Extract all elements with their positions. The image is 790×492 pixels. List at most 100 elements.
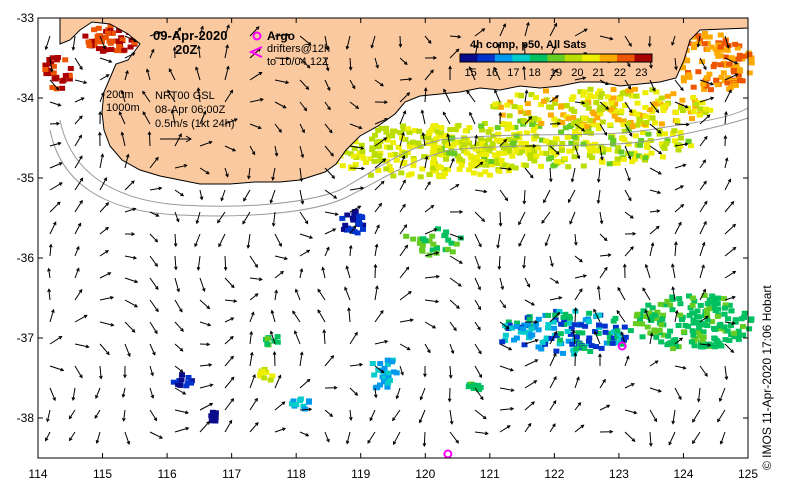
current-vector-head (475, 43, 479, 48)
current-vector (674, 123, 689, 126)
sst-pixel (579, 123, 586, 129)
sst-pixel (360, 226, 366, 232)
current-vector-head (142, 90, 146, 95)
current-vector-head (58, 336, 63, 340)
sst-pixel (565, 338, 572, 344)
colorbar-swatch (582, 54, 601, 62)
current-vector (99, 250, 109, 257)
sst-pixel (689, 116, 695, 122)
current-vector-head (726, 44, 730, 49)
sst-pixel (528, 117, 535, 123)
current-vector-head (498, 222, 503, 227)
current-vector-head (570, 178, 575, 183)
sst-pixel (506, 322, 513, 328)
sst-pixel (670, 130, 677, 136)
sst-pixel (535, 344, 542, 350)
current-vector-head (728, 89, 732, 94)
sst-pixel (693, 314, 700, 319)
current-vector (124, 299, 138, 308)
current-vector-head (79, 374, 83, 379)
current-vector-head (168, 68, 173, 73)
current-vector-head (78, 115, 83, 120)
sst-pixel (653, 89, 660, 95)
current-vector-head (685, 122, 690, 127)
sst-pixel (354, 230, 361, 236)
current-vector-head (548, 178, 553, 183)
current-vector (99, 177, 107, 191)
current-vector (218, 233, 226, 247)
sst-pixel (595, 122, 602, 128)
sst-pixel (46, 59, 53, 65)
sst-pixel (383, 166, 390, 172)
current-vector (474, 135, 477, 147)
current-vector-head (375, 285, 379, 290)
current-vector-head (605, 81, 609, 85)
current-vector (599, 145, 603, 160)
sst-pixel (644, 145, 651, 150)
current-vector (541, 211, 551, 224)
current-vector (346, 431, 351, 444)
sst-pixel (621, 128, 628, 134)
current-vector-head (255, 26, 260, 30)
sst-pixel (721, 311, 728, 317)
current-vector (574, 123, 585, 132)
current-vector-head (100, 153, 105, 158)
current-vector (597, 189, 601, 204)
sst-pixel (679, 317, 685, 323)
sst-pixel (543, 150, 550, 156)
current-vector-head (707, 342, 712, 347)
sst-pixel (675, 147, 682, 153)
sst-pixel (680, 75, 687, 81)
sst-pixel (559, 141, 566, 146)
sst-pixel (351, 212, 358, 218)
current-vector-head (456, 305, 460, 310)
sst-pixel (658, 121, 665, 127)
current-vector (449, 277, 462, 287)
current-vector (599, 35, 613, 40)
drifter-legend-icon (248, 46, 263, 58)
sst-pixel (479, 127, 486, 133)
sst-pixel (694, 308, 701, 314)
sst-pixel (731, 330, 738, 336)
current-vector-head (83, 80, 88, 85)
sst-pixel (684, 57, 691, 63)
current-vector-head (526, 283, 531, 288)
sst-pixel (259, 368, 266, 374)
colorbar-swatch (460, 54, 478, 62)
sst-pixel (721, 324, 728, 330)
current-vector (699, 201, 708, 213)
sst-pixel (656, 127, 663, 133)
current-vector-head (58, 182, 63, 186)
current-vector (549, 423, 556, 433)
current-vector (49, 387, 56, 401)
current-vector (99, 35, 106, 49)
current-vector (449, 431, 459, 444)
sst-pixel (586, 310, 593, 316)
sst-pixel (533, 95, 539, 100)
current-vector (499, 189, 508, 201)
current-vector (292, 310, 301, 323)
current-vector (549, 353, 557, 367)
sst-pixel (377, 361, 384, 367)
sst-pixel (722, 38, 729, 44)
current-vector-head (303, 107, 308, 112)
sst-pixel (519, 326, 526, 332)
current-vector (649, 189, 661, 194)
sst-pixel (397, 130, 404, 136)
current-vector-head (97, 131, 102, 136)
sst-pixel (543, 335, 550, 341)
current-vector-head (333, 385, 338, 390)
current-vector-head (272, 350, 277, 355)
current-vector-head (269, 330, 274, 335)
current-vector (499, 299, 506, 308)
current-vector-head (506, 425, 511, 429)
current-vector (274, 428, 286, 433)
current-vector (249, 331, 252, 345)
sst-pixel (393, 157, 400, 163)
sst-pixel (513, 133, 520, 139)
current-vector-head (526, 21, 530, 26)
sst-pixel (661, 144, 668, 150)
argo-float-marker (617, 341, 627, 351)
sst-pixel (657, 301, 664, 307)
current-vector (599, 123, 607, 136)
